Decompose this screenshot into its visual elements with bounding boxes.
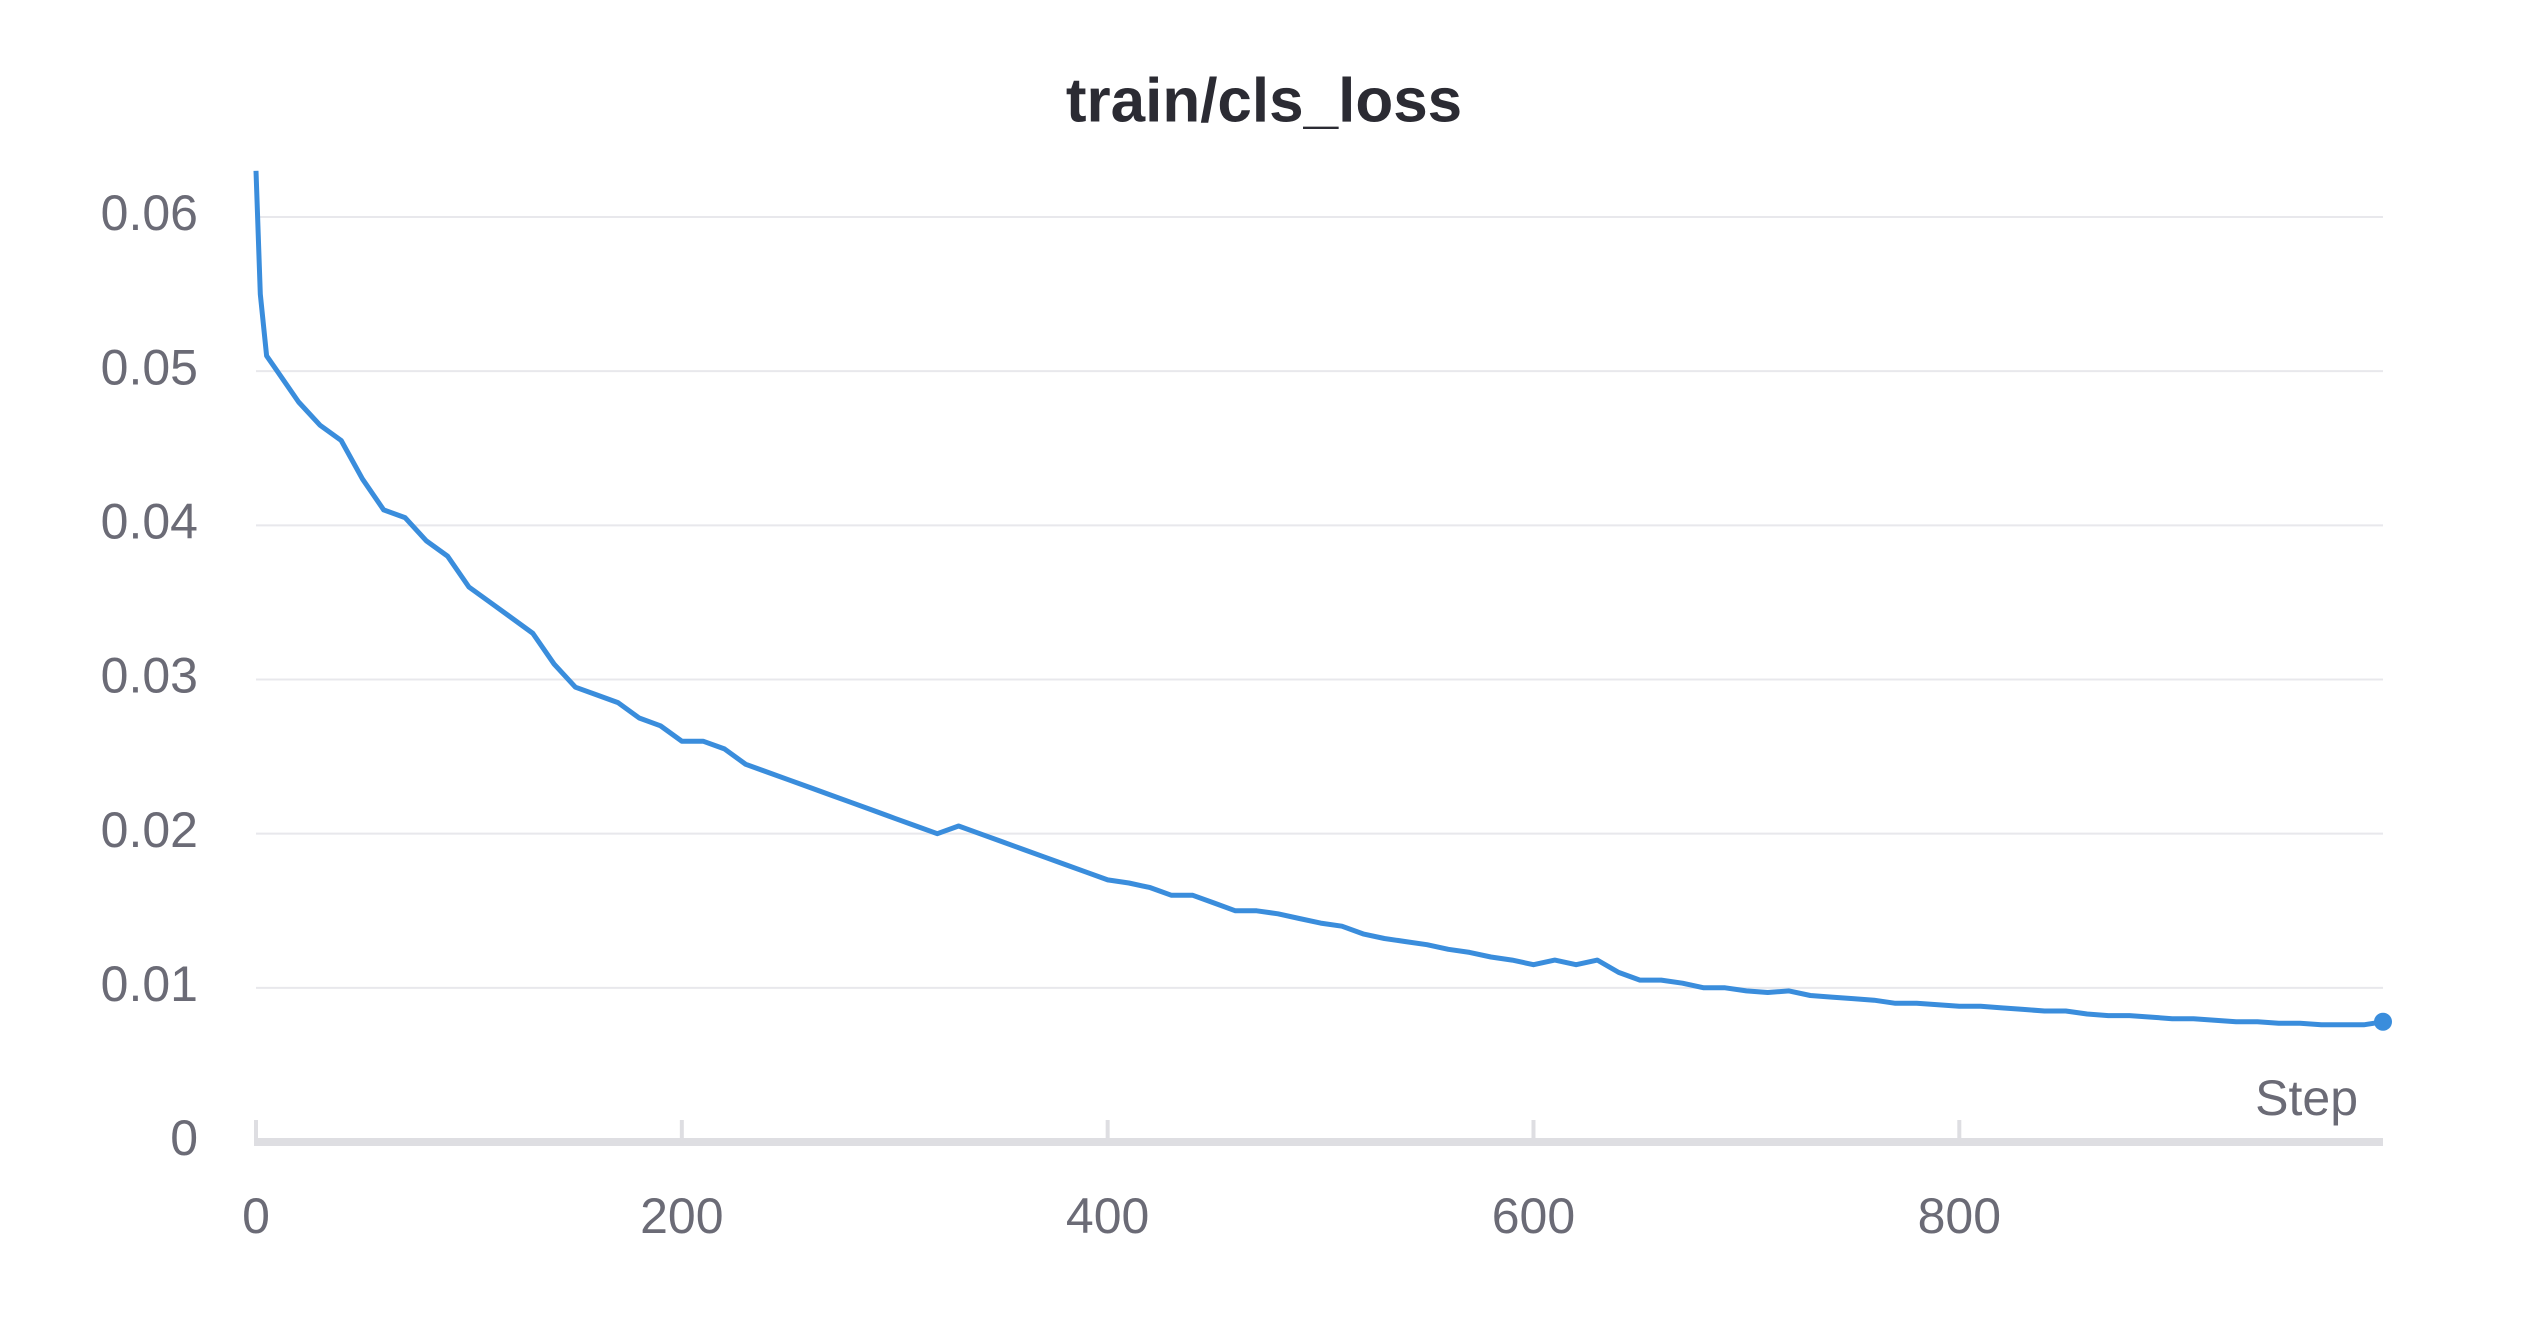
y-tick-label: 0.04 bbox=[101, 494, 198, 550]
y-tick-label: 0 bbox=[170, 1110, 198, 1166]
y-tick-label: 0.06 bbox=[101, 185, 198, 241]
y-tick-label: 0.03 bbox=[101, 648, 198, 704]
x-tick-label: 600 bbox=[1492, 1188, 1575, 1244]
x-tick-label: 200 bbox=[640, 1188, 723, 1244]
y-tick-label: 0.02 bbox=[101, 802, 198, 858]
x-tick-label: 400 bbox=[1066, 1188, 1149, 1244]
line bbox=[253, 170, 2384, 1028]
x-tick-label: 0 bbox=[242, 1188, 270, 1244]
end-point bbox=[2374, 1012, 2392, 1031]
x-tick-label: 800 bbox=[1918, 1188, 2001, 1244]
y-tick-label: 0.01 bbox=[101, 956, 198, 1012]
chart-title: train/cls_loss bbox=[1066, 66, 1462, 135]
x-axis-label: Step bbox=[2255, 1070, 2358, 1126]
y-tick-label: 0.05 bbox=[101, 339, 198, 395]
